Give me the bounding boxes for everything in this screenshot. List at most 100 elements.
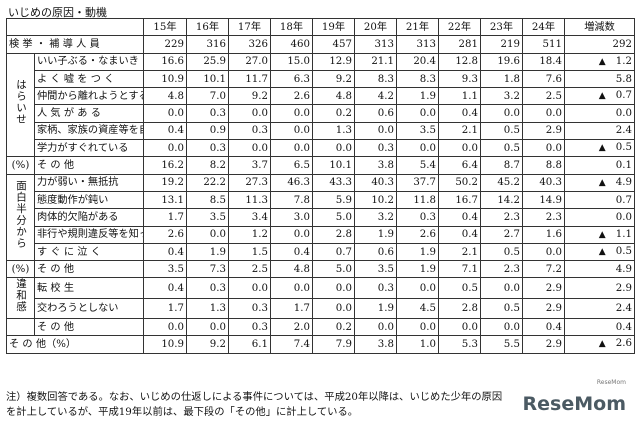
row-label: 非行や規則違反等を知って xyxy=(34,225,144,244)
value-cell: 313 xyxy=(354,35,397,54)
year-header: 24年 xyxy=(522,17,565,37)
row-label: 家柄、家族の資産等を自慢 xyxy=(34,121,144,141)
value-cell: 25.9 xyxy=(186,52,229,71)
change-cell: 0.0 xyxy=(564,208,635,227)
header-corner xyxy=(6,17,144,37)
change-value: 0.4 xyxy=(615,321,632,333)
value-cell: 0.5 xyxy=(438,277,481,299)
change-value: 1.2 xyxy=(615,55,632,67)
value-cell: 15.0 xyxy=(270,52,313,71)
value-cell: 1.3 xyxy=(312,121,355,141)
year-header: 18年 xyxy=(270,17,313,37)
value-cell: 12.9 xyxy=(312,52,355,71)
value-cell: 1.9 xyxy=(396,242,439,262)
value-cell: 8.8 xyxy=(522,156,565,175)
table-row: (%) そ の 他 3.5 7.3 2.5 4.8 5.0 3.5 1.9 7.1 2.3 7.2 4.… xyxy=(6,260,635,279)
value-cell: 11.3 xyxy=(228,190,271,210)
value-cell: 219 xyxy=(480,35,523,54)
value-cell: 460 xyxy=(270,35,313,54)
value-cell: 0.0 xyxy=(186,317,229,337)
value-cell: 0.5 xyxy=(480,139,523,158)
value-cell: 0.0 xyxy=(396,277,439,299)
value-cell: 0.2 xyxy=(312,104,355,123)
value-cell: 2.3 xyxy=(522,208,565,227)
value-cell: 2.8 xyxy=(312,225,355,244)
value-cell: 0.3 xyxy=(186,139,229,158)
value-cell: 50.2 xyxy=(438,173,481,192)
value-cell: 1.0 xyxy=(396,335,439,354)
value-cell: 27.3 xyxy=(228,173,271,192)
value-cell: 316 xyxy=(186,35,229,54)
footnote-line-1: 注）複数回答である。なお、いじめの仕返しによる事件については、平成20年以降は、… xyxy=(6,391,503,403)
value-cell: 4.5 xyxy=(396,297,439,319)
value-cell: 3.5 xyxy=(396,121,439,141)
value-cell: 3.8 xyxy=(354,156,397,175)
decrease-mark: ▲ xyxy=(598,143,606,154)
value-cell: 2.9 xyxy=(522,121,565,141)
decrease-mark: ▲ xyxy=(598,56,606,67)
value-cell: 0.6 xyxy=(354,242,397,262)
value-cell: 7.4 xyxy=(270,335,313,354)
value-cell: 2.6 xyxy=(396,225,439,244)
value-cell: 14.9 xyxy=(522,190,565,210)
table-row: (%) そ の 他 16.2 8.2 3.7 6.5 10.1 3.8 5.4 6.4 8.7 8.8… xyxy=(6,156,635,175)
value-cell: 16.6 xyxy=(143,52,187,71)
value-cell: 0.3 xyxy=(228,121,271,141)
value-cell: 40.3 xyxy=(522,173,565,192)
value-cell: 7.9 xyxy=(312,335,355,354)
value-cell: 0.5 xyxy=(480,242,523,262)
table-row: 交わろうとしない 1.7 1.3 0.3 1.7 0.0 1.9 4.5 2.8 0.5 2.9 2.… xyxy=(7,297,635,319)
value-cell: 0.0 xyxy=(480,277,523,299)
table-row: 家柄、家族の資産等を自慢0.40.90.30.01.30.03.52.10.52… xyxy=(7,121,635,141)
decrease-mark: ▲ xyxy=(598,91,606,102)
value-cell: 0.0 xyxy=(312,139,355,158)
decrease-mark: ▲ xyxy=(598,177,606,188)
value-cell: 7.8 xyxy=(270,190,313,210)
value-cell: 1.7 xyxy=(143,297,187,319)
year-header: 23年 xyxy=(480,17,523,37)
change-value: 0.7 xyxy=(615,90,632,102)
change-value: 4.9 xyxy=(615,176,632,188)
value-cell: 1.9 xyxy=(354,225,397,244)
cause-motive-table: 15年 16年 17年 18年 19年 20年 21年 22年 23年 24年 … xyxy=(6,17,635,354)
value-cell: 7.2 xyxy=(522,260,565,279)
value-cell: 19.2 xyxy=(143,173,187,192)
value-cell: 2.7 xyxy=(480,225,523,244)
group-label: 面白半分から xyxy=(6,173,35,262)
value-cell: 7.3 xyxy=(186,260,229,279)
change-value: 1.1 xyxy=(615,228,632,240)
value-cell: 5.4 xyxy=(396,156,439,175)
year-header: 21年 xyxy=(396,17,439,37)
table-row: 非行や規則違反等を知って2.60.01.20.02.81.92.60.42.71… xyxy=(7,225,635,244)
value-cell: 11.7 xyxy=(228,69,271,89)
value-cell: 5.0 xyxy=(312,260,355,279)
value-cell: 14.2 xyxy=(480,190,523,210)
value-cell: 0.3 xyxy=(228,317,271,337)
value-cell: 0.0 xyxy=(228,277,271,299)
value-cell: 229 xyxy=(143,35,187,54)
change-value: 0.0 xyxy=(615,211,632,223)
value-cell: 27.0 xyxy=(228,52,271,71)
value-cell: 0.2 xyxy=(312,317,355,337)
value-cell: 1.9 xyxy=(354,297,397,319)
row-label: そ の 他 xyxy=(34,260,144,279)
value-cell: 10.1 xyxy=(186,69,229,89)
value-cell: 1.7 xyxy=(270,297,313,319)
value-cell: 40.3 xyxy=(354,173,397,192)
value-cell: 7.6 xyxy=(522,69,565,89)
value-cell: 11.8 xyxy=(396,190,439,210)
value-cell: 0.0 xyxy=(186,225,229,244)
value-cell: 20.4 xyxy=(396,52,439,71)
value-cell: 8.3 xyxy=(396,69,439,89)
value-cell: 13.1 xyxy=(143,190,187,210)
value-cell: 2.1 xyxy=(438,121,481,141)
value-cell: 6.4 xyxy=(438,156,481,175)
value-cell: 43.3 xyxy=(312,173,355,192)
group-label: はらいせ xyxy=(6,52,35,158)
value-cell: 0.7 xyxy=(312,242,355,262)
value-cell: 0.3 xyxy=(354,139,397,158)
change-value: 2.6 xyxy=(615,338,632,350)
value-cell: 0.0 xyxy=(438,139,481,158)
row-label: よ く 嘘 を つ く xyxy=(34,69,144,89)
table-row: 違和感転 校 生 0.4 0.3 0.0 0.0 0.0 0.3 0.0 0.5 0.0 2.9 2.… xyxy=(6,277,635,319)
